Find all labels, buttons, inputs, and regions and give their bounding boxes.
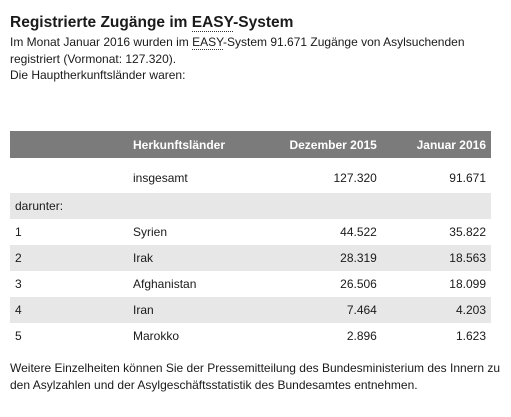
subheading-row: darunter:	[10, 193, 491, 219]
rank-cell: 3	[15, 277, 22, 291]
table-row: 2 Irak 28.319 18.563	[10, 245, 491, 271]
header-country: Herkunftsländer	[128, 131, 248, 158]
december-value-cell: 26.506	[340, 277, 377, 291]
intro-countries-label: Die Hauptherkunftsländer waren:	[10, 68, 186, 82]
total-december-value: 127.320	[333, 170, 377, 185]
rank-cell: 2	[10, 245, 128, 271]
subheading-label: darunter:	[10, 193, 491, 219]
intro-text-before: Im Monat Januar 2016 wurden im	[10, 35, 193, 49]
january-value-cell: 35.822	[449, 225, 486, 239]
december-value-cell: 28.319	[248, 245, 382, 271]
header-january-2016: Januar 2016	[381, 131, 491, 158]
table-row: 1 Syrien 44.522 35.822	[10, 219, 491, 245]
intro-text-after: -System 91.671 Zugänge von Asylsuchenden…	[10, 35, 465, 66]
country-cell: Afghanistan	[133, 277, 197, 291]
header-rank	[10, 131, 128, 158]
title-text-before: Registrierte Zugänge im	[10, 14, 192, 32]
title-text-after: -System	[233, 14, 294, 32]
country-cell: Iran	[128, 297, 248, 323]
table-header-row: Herkunftsländer Dezember 2015 Januar 201…	[10, 131, 491, 158]
rank-cell: 1	[15, 225, 22, 239]
december-value-cell: 7.464	[248, 297, 382, 323]
statistics-table: Herkunftsländer Dezember 2015 Januar 201…	[10, 131, 491, 349]
total-row: insgesamt 127.320 91.671	[10, 158, 491, 193]
intro-text: Im Monat Januar 2016 wurden im EASY-Syst…	[10, 34, 505, 84]
december-value-cell: 44.522	[340, 225, 377, 239]
table-row: 4 Iran 7.464 4.203	[10, 297, 491, 323]
january-value-cell: 18.563	[381, 245, 491, 271]
table-row: 3 Afghanistan 26.506 18.099	[10, 271, 491, 297]
footer-note: Weitere Einzelheiten können Sie der Pres…	[10, 361, 501, 392]
country-cell: Marokko	[133, 329, 180, 343]
title-abbreviation[interactable]: EASY	[191, 14, 234, 33]
january-value-cell: 18.099	[449, 277, 486, 291]
rank-cell: 5	[15, 329, 22, 343]
page-title: Registrierte Zugänge im EASY-System	[10, 14, 294, 33]
december-value-cell: 2.896	[346, 329, 377, 343]
january-value-cell: 1.623	[455, 329, 486, 343]
header-december-2015: Dezember 2015	[248, 131, 382, 158]
rank-cell: 4	[10, 297, 128, 323]
table-row: 5 Marokko 2.896 1.623	[10, 323, 491, 349]
country-cell: Irak	[128, 245, 248, 271]
total-rank-cell	[10, 158, 128, 193]
intro-paragraph: Im Monat Januar 2016 wurden im EASY-Syst…	[10, 34, 505, 67]
total-label: insgesamt	[133, 170, 188, 185]
total-january-value: 91.671	[449, 170, 486, 185]
country-cell: Syrien	[133, 225, 168, 239]
january-value-cell: 4.203	[381, 297, 491, 323]
intro-abbreviation[interactable]: EASY	[192, 35, 224, 50]
